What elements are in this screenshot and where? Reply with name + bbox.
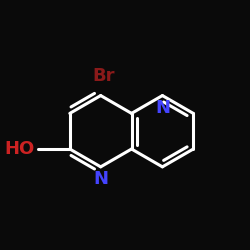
Text: HO: HO (4, 140, 35, 158)
Text: Br: Br (92, 67, 115, 85)
Text: N: N (93, 170, 108, 188)
Text: N: N (155, 99, 170, 117)
